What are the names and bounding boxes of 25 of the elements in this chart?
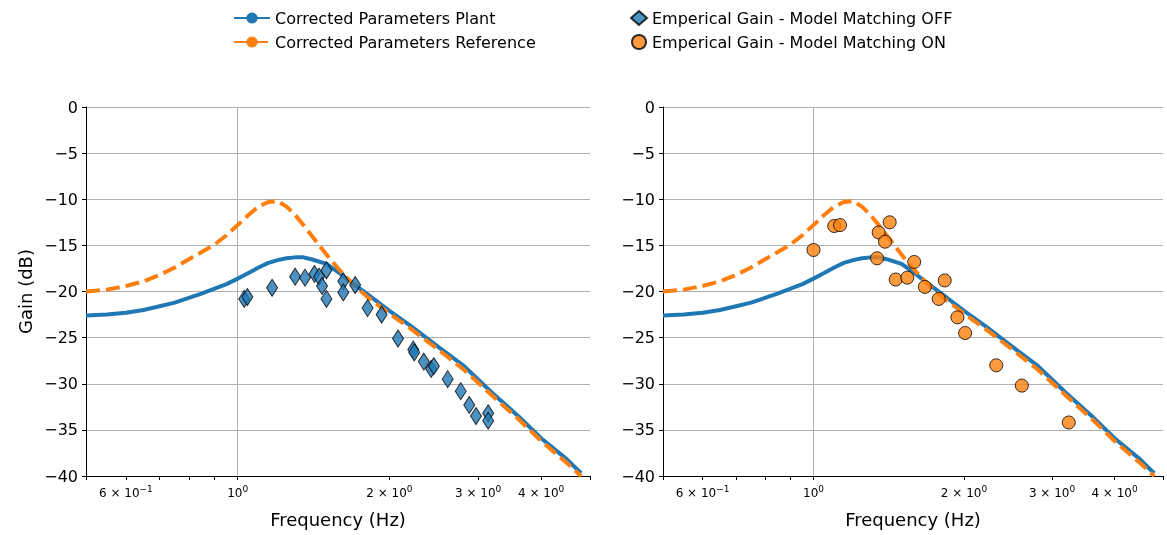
y-tick-label: −40 [44, 466, 78, 486]
y-tick-label: −5 [631, 143, 655, 163]
y-tick-label: −30 [621, 374, 655, 394]
y-tick-label: −25 [44, 328, 78, 348]
y-tick-label: −40 [621, 466, 655, 486]
y-tick-label: −5 [54, 143, 78, 163]
legend-label: Emperical Gain - Model Matching OFF [652, 8, 953, 28]
y-tick-label: −30 [44, 374, 78, 394]
y-tick-label: −35 [621, 420, 655, 440]
x-axis-title: Frequency (Hz) [270, 508, 406, 530]
y-tick-label: 0 [67, 97, 78, 117]
legend-label: Emperical Gain - Model Matching ON [652, 32, 946, 52]
y-tick-label: −15 [44, 235, 78, 255]
y-tick-label: 0 [644, 97, 655, 117]
y-axis-title: Gain (dB) [14, 249, 36, 334]
y-tick-label: −20 [621, 282, 655, 301]
x-axis-title: Frequency (Hz) [845, 508, 981, 530]
y-tick-label: −15 [621, 235, 655, 255]
y-tick-label: −10 [621, 189, 655, 209]
y-tick-label: −20 [44, 282, 78, 301]
y-tick-label: −10 [44, 189, 78, 209]
y-tick-label: −35 [44, 420, 78, 440]
legend-label: Corrected Parameters Plant [275, 8, 496, 28]
legend-label: Corrected Parameters Reference [275, 32, 536, 52]
y-tick-label: −25 [621, 328, 655, 348]
